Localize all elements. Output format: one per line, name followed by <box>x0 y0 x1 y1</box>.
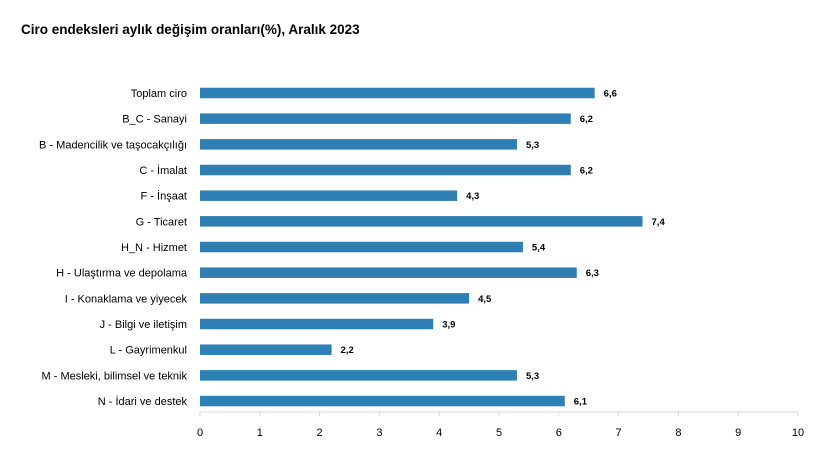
category-label: M - Mesleki, bilimsel ve teknik <box>42 370 188 382</box>
category-label: B - Madencilik ve taşocakçılığı <box>39 139 187 151</box>
bar <box>200 164 571 176</box>
x-tick-label: 8 <box>675 427 681 439</box>
bar <box>200 139 517 150</box>
value-label: 5,3 <box>526 140 539 151</box>
value-label: 4,5 <box>478 294 492 305</box>
category-label: Toplam ciro <box>131 88 187 100</box>
value-label: 4,3 <box>466 191 479 202</box>
bar <box>200 344 332 355</box>
value-label: 2,2 <box>341 345 354 356</box>
value-label: 6,6 <box>604 89 617 100</box>
x-tick-label: 0 <box>197 427 203 439</box>
bar <box>200 87 595 99</box>
category-label: B_C - Sanayi <box>122 114 187 126</box>
category-label: L - Gayrimenkul <box>110 345 187 357</box>
chart-title: Ciro endeksleri aylık değişim oranları(%… <box>21 22 360 37</box>
x-tick-label: 6 <box>556 427 562 439</box>
bar <box>200 318 434 330</box>
value-label: 5,4 <box>532 243 546 254</box>
category-label: H_N - Hizmet <box>121 242 187 254</box>
bar <box>200 267 577 278</box>
x-tick-label: 9 <box>735 427 741 439</box>
value-label: 6,3 <box>586 268 599 279</box>
value-label: 6,2 <box>580 114 593 125</box>
category-label: I - Konaklama ve yiyecek <box>65 293 188 305</box>
x-tick-label: 7 <box>616 427 622 439</box>
category-label: G - Ticaret <box>136 216 187 228</box>
x-tick-label: 2 <box>317 427 323 439</box>
value-label: 6,1 <box>574 397 588 408</box>
category-label: H - Ulaştırma ve depolama <box>56 268 188 280</box>
bar <box>200 190 458 201</box>
x-tick-label: 1 <box>257 427 263 439</box>
value-label: 7,4 <box>652 217 666 228</box>
value-label: 5,3 <box>526 371 539 382</box>
category-label: F - İnşaat <box>141 190 187 203</box>
x-tick-label: 4 <box>436 427 442 439</box>
category-label: N - İdari ve destek <box>98 395 188 408</box>
bar <box>200 395 565 407</box>
bar <box>200 216 643 227</box>
bar <box>200 113 571 124</box>
category-label: J - Bilgi ve iletişim <box>100 319 187 331</box>
x-tick-label: 10 <box>792 427 804 439</box>
bar <box>200 293 470 304</box>
category-label: C - İmalat <box>139 164 187 177</box>
x-tick-label: 3 <box>376 427 382 439</box>
x-tick-label: 5 <box>496 427 502 439</box>
bar <box>200 241 523 253</box>
bar <box>200 370 517 381</box>
value-label: 3,9 <box>442 320 455 331</box>
value-label: 6,2 <box>580 166 593 177</box>
